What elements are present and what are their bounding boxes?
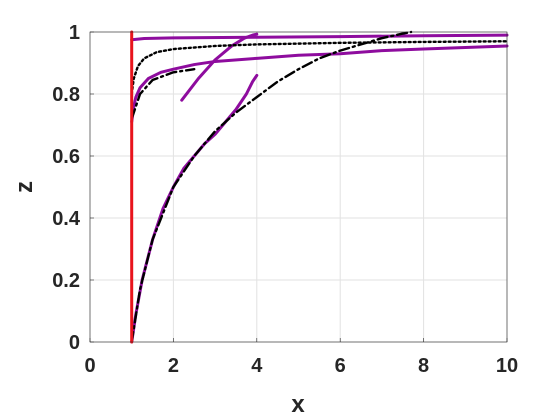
y-tick-label: 0.6 [52, 146, 80, 168]
y-axis-label: z [11, 181, 38, 193]
x-axis-label: x [291, 391, 305, 418]
x-tick-label: 10 [496, 355, 518, 377]
x-tick-label: 0 [84, 355, 95, 377]
series-line-3 [130, 33, 509, 42]
series-layer [130, 30, 509, 344]
plot-frame [89, 31, 508, 343]
series-line-7 [130, 68, 196, 120]
y-tick-label: 0 [69, 332, 80, 354]
plot-background [90, 32, 507, 342]
x-tick-label: 2 [168, 355, 179, 377]
series-line-2 [130, 44, 509, 124]
y-tick-label: 1 [69, 22, 80, 44]
y-tick-label: 0.2 [52, 270, 80, 292]
x-tick-label: 6 [335, 355, 346, 377]
x-tick-label: 8 [418, 355, 429, 377]
x-tick-label: 4 [251, 355, 263, 377]
series-line-6 [130, 40, 509, 96]
ticks: 0 2 4 6 8 10 0 0.2 0.4 0.6 0.8 1 [52, 22, 518, 377]
y-tick-label: 0.4 [52, 208, 81, 230]
series-line-4 [180, 32, 259, 102]
series-line-5 [130, 30, 413, 344]
y-tick-label: 0.8 [52, 84, 80, 106]
